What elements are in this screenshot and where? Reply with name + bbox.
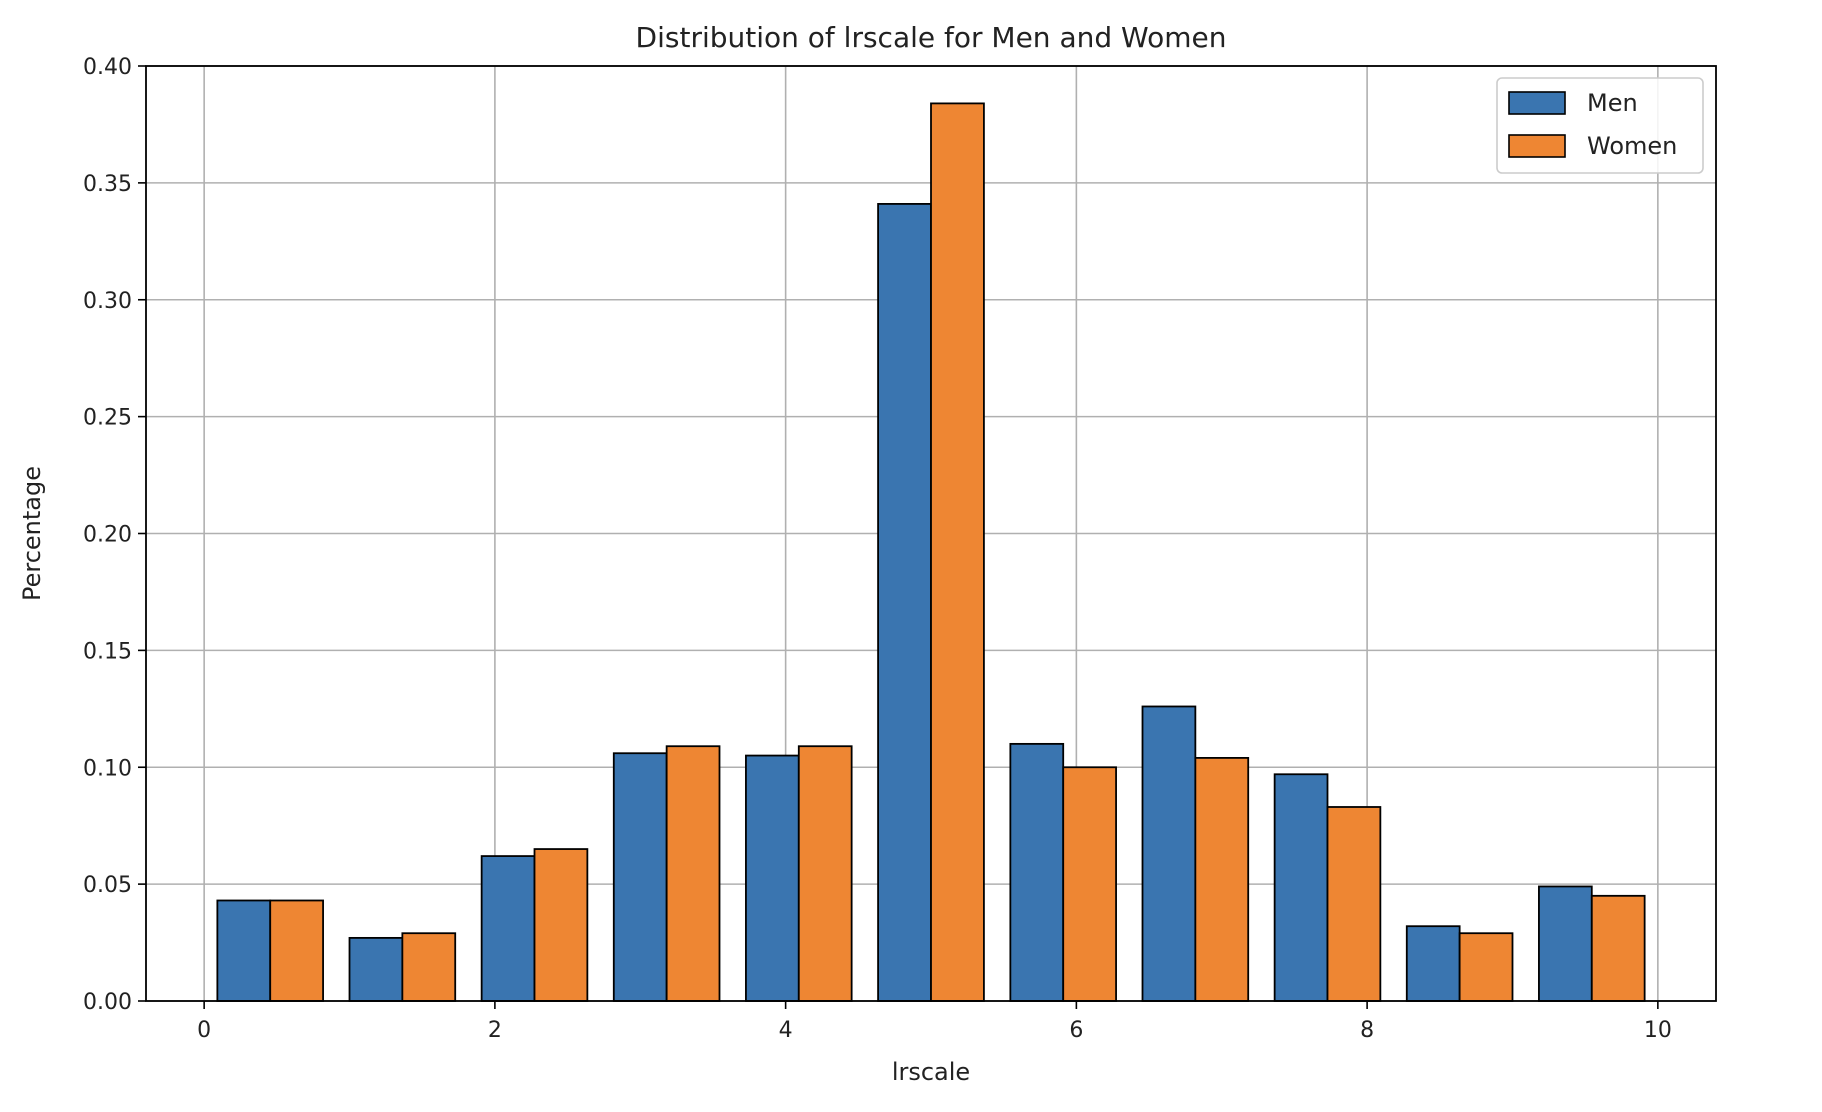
bar-women bbox=[1062, 766, 1117, 1002]
bar-women bbox=[1458, 932, 1514, 1002]
y-tick-label: 0.35 bbox=[83, 172, 132, 197]
x-tick-label: 2 bbox=[488, 1018, 502, 1043]
bar-men bbox=[612, 752, 668, 1002]
axes-layer: 0 2 4 6 8 10 0.00 0.05 0.10 0.15 0.20 0.25 0.30 0.35 0… bbox=[83, 55, 1717, 1043]
bar-women bbox=[1194, 757, 1250, 1002]
bar-women bbox=[401, 932, 457, 1002]
bars-layer bbox=[216, 102, 1646, 1002]
legend-label-women: Women bbox=[1587, 132, 1677, 160]
bar-men bbox=[745, 754, 800, 1002]
bar-men bbox=[1538, 885, 1593, 1002]
x-tick-label: 6 bbox=[1069, 1018, 1083, 1043]
bar-men bbox=[1009, 742, 1065, 1002]
legend-label-men: Men bbox=[1587, 89, 1638, 117]
bar-men bbox=[1405, 925, 1461, 1002]
bar-men bbox=[1141, 705, 1197, 1002]
y-tick-label: 0.30 bbox=[83, 289, 132, 314]
y-tick-label: 0.15 bbox=[83, 639, 132, 664]
legend-swatch-men bbox=[1508, 91, 1566, 115]
legend: Men Women bbox=[1496, 77, 1704, 174]
bar-women bbox=[1590, 894, 1646, 1002]
x-tick-label: 10 bbox=[1644, 1018, 1672, 1043]
bar-women bbox=[797, 745, 853, 1002]
x-axis-label: lrscale bbox=[892, 1058, 970, 1086]
y-axis-label: Percentage bbox=[18, 466, 46, 601]
bar-women bbox=[269, 899, 324, 1002]
bar-men bbox=[480, 855, 536, 1002]
y-tick-label: 0.25 bbox=[83, 406, 132, 431]
chart-title: Distribution of lrscale for Men and Wome… bbox=[636, 21, 1227, 54]
y-tick-label: 0.40 bbox=[83, 55, 132, 80]
y-tick-label: 0.00 bbox=[83, 990, 132, 1015]
y-tick-label: 0.05 bbox=[83, 873, 132, 898]
bar-men bbox=[877, 203, 932, 1002]
bar-men bbox=[216, 899, 272, 1002]
x-tick-label: 0 bbox=[197, 1018, 211, 1043]
x-tick-label: 4 bbox=[779, 1018, 793, 1043]
bar-women bbox=[930, 102, 985, 1002]
y-tick-label: 0.10 bbox=[83, 756, 132, 781]
y-tick-label: 0.20 bbox=[83, 523, 132, 548]
legend-swatch-women bbox=[1508, 134, 1566, 158]
bar-women bbox=[533, 848, 589, 1002]
x-tick-label: 8 bbox=[1360, 1018, 1374, 1043]
bar-men bbox=[348, 936, 404, 1002]
bar-women bbox=[1326, 806, 1382, 1002]
bar-women bbox=[665, 745, 721, 1002]
bar-men bbox=[1273, 773, 1329, 1002]
